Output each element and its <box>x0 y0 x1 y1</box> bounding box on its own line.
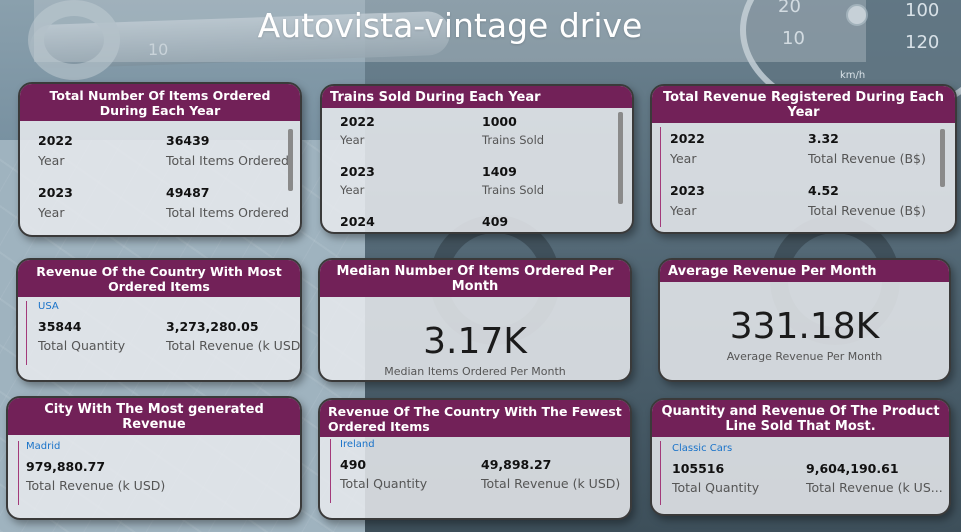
row-divider <box>26 301 27 365</box>
multi-row-card[interactable]: 2022 Year 1000 Trains Sold 2023 Year 140… <box>322 108 632 232</box>
revenue-label: Total Revenue (B$) <box>808 151 926 166</box>
gauge-number: 120 <box>905 32 940 53</box>
revenue-value: 3.32 <box>808 131 839 146</box>
revenue-label: Total Revenue (B$) <box>808 203 926 218</box>
card-fewest-country-revenue: Revenue Of The Country With The Fewest O… <box>318 398 632 520</box>
multi-row-card[interactable]: Madrid 979,880.77 Total Revenue (k USD) <box>8 435 300 518</box>
revenue-value: 9,604,190.61 <box>806 461 899 476</box>
card-trains-by-year: Trains Sold During Each Year 2022 Year 1… <box>320 84 634 234</box>
kpi-label: Median Items Ordered Per Month <box>384 365 566 378</box>
card-header: Median Number Of Items Ordered Per Month <box>320 260 630 297</box>
kpi-card[interactable]: 331.18K Average Revenue Per Month <box>660 282 949 380</box>
year-label: Year <box>340 183 365 197</box>
card-top-country-revenue: Revenue Of the Country With Most Ordered… <box>16 258 302 382</box>
kpi-label: Average Revenue Per Month <box>726 350 883 363</box>
kpi-value: 331.18K <box>729 306 880 347</box>
card-revenue-by-year: Total Revenue Registered During Each Yea… <box>650 84 957 234</box>
year-label: Year <box>670 151 697 166</box>
quantity-value: 490 <box>340 457 367 472</box>
card-items-by-year: Total Number Of Items Ordered During Eac… <box>18 82 302 237</box>
quantity-label: Total Quantity <box>340 476 428 491</box>
gauge-number: 10 <box>782 28 805 49</box>
row-divider <box>18 441 19 505</box>
card-average-revenue: Average Revenue Per Month 331.18K Averag… <box>658 258 951 382</box>
card-header: Average Revenue Per Month <box>660 260 949 282</box>
quantity-label: Total Quantity <box>672 480 760 495</box>
revenue-label: Total Revenue (k USD) <box>166 338 302 353</box>
kpi-card[interactable]: 3.17K Median Items Ordered Per Month <box>320 297 630 380</box>
items-label: Total Items Ordered <box>166 205 289 220</box>
year-label: Year <box>670 203 697 218</box>
gauge-unit: km/h <box>840 70 866 81</box>
title-band <box>34 0 866 62</box>
quantity-value: 105516 <box>672 461 725 476</box>
scrollbar[interactable] <box>940 129 945 187</box>
revenue-label: Total Revenue (k USD) <box>481 476 621 491</box>
year-label: Year <box>38 205 65 220</box>
gauge-number: 100 <box>905 0 940 21</box>
year-value: 2022 <box>38 133 73 148</box>
year-value: 2022 <box>670 131 705 146</box>
multi-row-card[interactable]: 2022 Year 3.32 Total Revenue (B$) 2023 Y… <box>652 123 955 232</box>
card-header: City With The Most generated Revenue <box>8 398 300 435</box>
trains-value: 1000 <box>482 114 517 129</box>
revenue-value: 49,898.27 <box>481 457 552 472</box>
card-header: Quantity and Revenue Of The Product Line… <box>652 400 949 437</box>
year-value: 2023 <box>38 185 73 200</box>
multi-row-card[interactable]: USA 35844 Total Quantity 3,273,280.05 To… <box>18 297 302 380</box>
items-label: Total Items Ordered <box>166 153 289 168</box>
year-value: 2022 <box>340 114 375 129</box>
year-label: Year <box>38 153 65 168</box>
wrench-mark: 10 <box>148 40 169 59</box>
year-value: 2023 <box>340 164 375 179</box>
product-line-name: Classic Cars <box>672 443 733 454</box>
quantity-value: 35844 <box>38 319 82 334</box>
revenue-value: 979,880.77 <box>26 459 106 474</box>
kpi-value: 3.17K <box>423 321 527 362</box>
page-title: Autovista-vintage drive <box>257 6 643 45</box>
trains-label: Trains Sold <box>482 133 545 147</box>
country-name: USA <box>38 301 59 312</box>
scrollbar[interactable] <box>288 129 293 191</box>
revenue-label: Total Revenue (k USD) <box>26 478 166 493</box>
trains-value: 409 <box>482 214 509 229</box>
multi-row-card[interactable]: 2022 Year 36439 Total Items Ordered 2023… <box>20 121 300 235</box>
city-name: Madrid <box>26 441 61 452</box>
row-divider <box>660 127 661 227</box>
card-header: Total Number Of Items Ordered During Eac… <box>20 84 300 121</box>
country-name: Ireland <box>340 439 375 450</box>
row-divider <box>660 441 661 505</box>
multi-row-card[interactable]: Ireland 490 Total Quantity 49,898.27 Tot… <box>320 437 630 518</box>
card-top-city-revenue: City With The Most generated Revenue Mad… <box>6 396 302 520</box>
gauge-number: 20 <box>778 0 801 17</box>
scrollbar[interactable] <box>618 112 623 204</box>
card-header: Total Revenue Registered During Each Yea… <box>652 86 955 123</box>
row-divider <box>330 439 331 503</box>
trains-label: Trains Sold <box>482 183 545 197</box>
revenue-value: 4.52 <box>808 183 839 198</box>
items-value: 36439 <box>166 133 210 148</box>
revenue-value: 3,273,280.05 <box>166 319 259 334</box>
multi-row-card[interactable]: Classic Cars 105516 Total Quantity 9,604… <box>652 437 949 514</box>
items-value: 49487 <box>166 185 210 200</box>
quantity-label: Total Quantity <box>38 338 126 353</box>
card-header: Trains Sold During Each Year <box>322 86 632 108</box>
revenue-label: Total Revenue (k US... <box>806 480 943 495</box>
year-value: 2023 <box>670 183 705 198</box>
card-header: Revenue Of the Country With Most Ordered… <box>18 260 300 297</box>
year-label: Year <box>340 133 365 147</box>
gauge-knob-image <box>846 4 868 26</box>
card-header: Revenue Of The Country With The Fewest O… <box>320 400 630 437</box>
year-value: 2024 <box>340 214 375 229</box>
card-top-product-line: Quantity and Revenue Of The Product Line… <box>650 398 951 516</box>
card-median-items: Median Number Of Items Ordered Per Month… <box>318 258 632 382</box>
trains-value: 1409 <box>482 164 517 179</box>
